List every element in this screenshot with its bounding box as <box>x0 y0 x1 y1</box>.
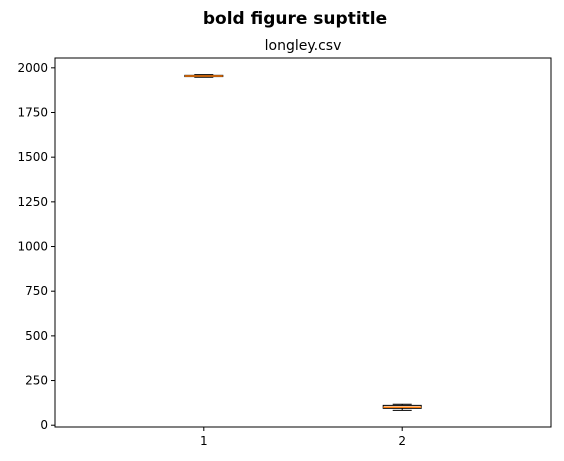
y-tick-label: 500 <box>25 329 48 343</box>
axes-title: longley.csv <box>265 38 342 54</box>
y-tick-label: 250 <box>25 374 48 388</box>
x-tick-label: 2 <box>398 434 406 448</box>
y-tick-label: 1250 <box>17 195 48 209</box>
y-tick-label: 750 <box>25 284 48 298</box>
y-tick-label: 0 <box>40 418 48 432</box>
y-tick-label: 2000 <box>17 61 48 75</box>
y-tick-label: 1750 <box>17 106 48 120</box>
plot-area-frame <box>54 57 552 428</box>
y-axis: 0 250 500 750 1000 1250 1500 1750 2000 <box>17 61 55 432</box>
y-tick-label: 1000 <box>17 240 48 254</box>
figure-suptitle: bold figure suptitle <box>203 9 387 29</box>
box-series <box>184 74 422 411</box>
y-tick-label: 1500 <box>17 150 48 164</box>
x-tick-label: 1 <box>200 434 208 448</box>
